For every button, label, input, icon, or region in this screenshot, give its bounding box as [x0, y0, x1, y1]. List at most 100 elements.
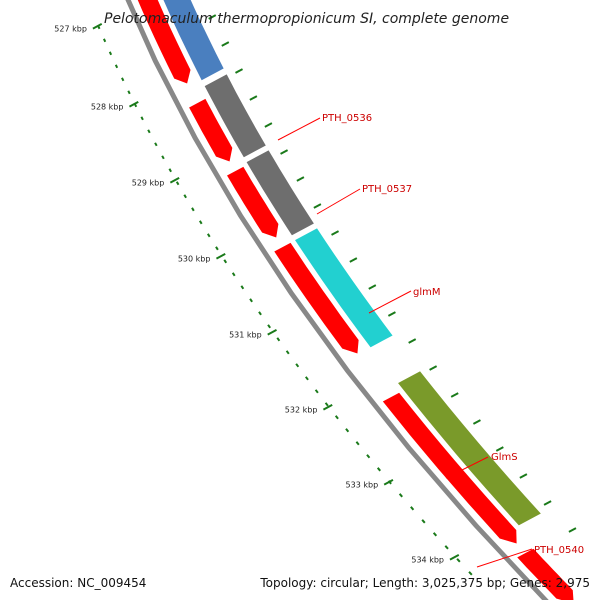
lane-tick: [235, 68, 243, 74]
lane-tick: [208, 14, 217, 20]
scale-tick-major: [129, 101, 139, 108]
gene-feature: [396, 370, 543, 527]
scale-tick-label: 528 kbp: [91, 103, 124, 112]
scale-tick-dot: [206, 233, 211, 238]
scale-tick-label: 527 kbp: [54, 25, 87, 34]
scale-tick-dot: [410, 506, 415, 511]
scale-tick-dot: [147, 129, 151, 134]
lane-tick: [221, 41, 230, 47]
lane-tick: [264, 122, 273, 128]
scale-tick-dot: [285, 350, 290, 355]
scale-tick-label: 529 kbp: [132, 179, 165, 188]
gene-features: [136, 0, 575, 600]
scale-tick-major: [383, 479, 394, 486]
gene-label: GlmS: [491, 452, 518, 463]
scale-tick-dot: [366, 454, 371, 459]
lane-tick: [296, 176, 305, 182]
lane-tick: [519, 473, 528, 479]
scale-tick-dot: [334, 415, 339, 420]
lane-tick: [249, 95, 258, 101]
scale-tick-major: [169, 177, 180, 184]
scale-tick-dot: [121, 77, 125, 82]
gene-label-leader: [368, 290, 412, 314]
gene-label: PTH_0540: [534, 545, 584, 556]
scale-tick-dot: [198, 220, 203, 225]
lane-tick: [408, 338, 417, 344]
scale-tick-dot: [191, 207, 195, 212]
map-title: Pelotomaculum thermopropionicum SI, comp…: [104, 11, 509, 27]
scale-tick-dot: [345, 428, 350, 433]
cds-arrow: [136, 0, 193, 86]
scale-tick-dot: [154, 142, 158, 147]
lane-tick: [495, 446, 504, 452]
scale-tick-dot: [140, 116, 144, 121]
accession-text: Accession: NC_009454: [10, 576, 147, 590]
scale-tick-dot: [223, 259, 228, 264]
cds-arrow: [224, 164, 280, 240]
cds-arrow: [272, 240, 361, 356]
scale-tick-dot: [267, 324, 271, 329]
gene-labels: PTH_0536 PTH_0537 glmM GlmS PTH_0540: [277, 113, 584, 568]
gene-label-leader: [476, 548, 533, 568]
lane-tick: [450, 392, 459, 398]
scale-tick-dot: [175, 181, 180, 186]
scale-tick-dot: [240, 285, 245, 290]
scale-tick-label: 532 kbp: [285, 406, 318, 415]
lane-tick: [429, 365, 438, 371]
gene-feature: [293, 227, 395, 349]
scale-tick-dot: [276, 337, 281, 342]
scale-tick-label: 530 kbp: [178, 255, 211, 264]
scale-tick-dot: [161, 155, 165, 160]
scale-tick-dot: [102, 38, 107, 43]
lane-tick: [472, 419, 481, 425]
lane-tick: [349, 257, 358, 263]
gene-feature: [203, 73, 268, 159]
gene-label-leader: [316, 188, 361, 215]
scale-tick-dot: [168, 168, 172, 173]
scale-tick-dot: [398, 493, 403, 498]
scale-tick-dot: [305, 376, 309, 381]
scale-tick-dot: [468, 571, 473, 576]
cds-arrow: [380, 390, 519, 546]
lane-tick: [543, 500, 552, 506]
genome-summary-text: Topology: circular; Length: 3,025,375 bp…: [260, 576, 590, 590]
scale-tick-major: [322, 404, 333, 411]
scale-tick-label: 531 kbp: [229, 331, 262, 340]
scale-tick-dot: [258, 311, 262, 316]
scale-tick-dot: [215, 246, 219, 251]
scale-tick-dot: [295, 363, 300, 368]
gene-label: glmM: [413, 287, 441, 298]
scale-tick-dot: [249, 298, 253, 303]
scale-tick-dot: [127, 90, 131, 95]
lane-tick: [313, 203, 322, 209]
gene-label: PTH_0536: [322, 113, 372, 124]
cds-arrow: [514, 546, 575, 600]
scale-tick-major: [449, 554, 460, 561]
scale-tick-dot: [432, 532, 438, 537]
lane-tick: [568, 527, 577, 533]
scale-tick-dot: [324, 402, 329, 407]
lane-tick: [280, 149, 289, 155]
scale-tick-major: [215, 253, 226, 260]
scale-tick-dot: [456, 558, 461, 563]
cds-arrow: [187, 96, 234, 164]
lane-tick: [368, 284, 377, 290]
scale-tick-label: 533 kbp: [346, 481, 379, 490]
lane-tick: [387, 311, 396, 317]
lane-tick: [331, 230, 340, 236]
scale-tick-dot: [108, 51, 113, 56]
gene-feature: [162, 0, 225, 82]
scale-tick-dot: [231, 272, 236, 277]
gene-label-leader: [277, 117, 321, 141]
scale-tick-dot: [444, 545, 449, 550]
scale-tick-label: 534 kbp: [411, 556, 444, 565]
scale-tick-dot: [114, 64, 119, 69]
scale-tick-dot: [376, 467, 381, 472]
gene-label-leader: [445, 456, 489, 479]
scale-tick-dot: [355, 441, 360, 446]
scale-tick-major: [267, 329, 277, 336]
scale-ticks: 527 kbp 528 kbp 529 kbp 530 kbp 531 kbp 532 k…: [54, 14, 577, 576]
gene-feature: [245, 149, 316, 237]
